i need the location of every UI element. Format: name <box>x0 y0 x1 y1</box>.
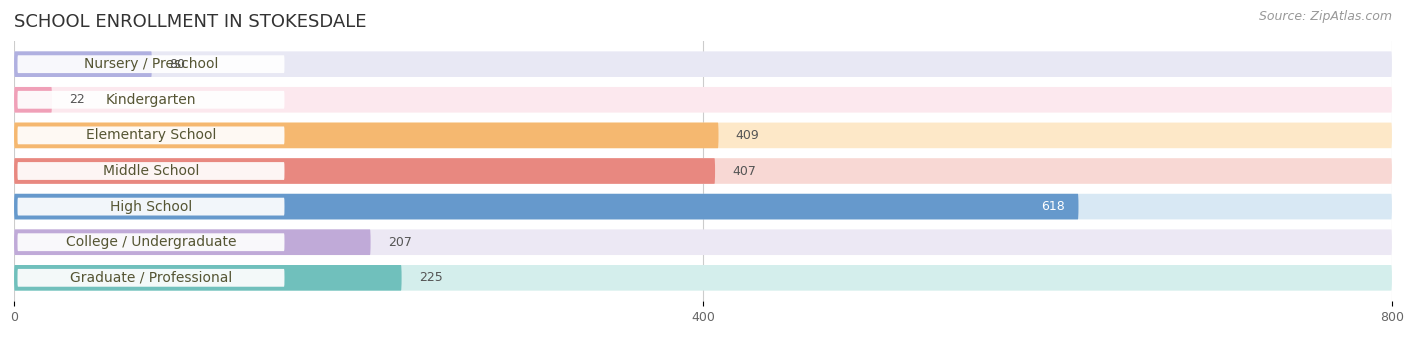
FancyBboxPatch shape <box>14 158 1392 184</box>
FancyBboxPatch shape <box>14 229 371 255</box>
Text: 80: 80 <box>169 58 186 71</box>
FancyBboxPatch shape <box>14 51 152 77</box>
FancyBboxPatch shape <box>14 194 1392 220</box>
Text: 409: 409 <box>735 129 759 142</box>
Text: Kindergarten: Kindergarten <box>105 93 197 107</box>
Text: High School: High School <box>110 200 193 214</box>
FancyBboxPatch shape <box>17 91 284 109</box>
Text: Source: ZipAtlas.com: Source: ZipAtlas.com <box>1258 10 1392 23</box>
FancyBboxPatch shape <box>14 51 1392 77</box>
FancyBboxPatch shape <box>14 265 402 291</box>
FancyBboxPatch shape <box>17 55 284 73</box>
Text: 407: 407 <box>733 165 756 177</box>
FancyBboxPatch shape <box>14 87 1392 113</box>
FancyBboxPatch shape <box>17 233 284 251</box>
FancyBboxPatch shape <box>14 194 1078 220</box>
FancyBboxPatch shape <box>14 265 1392 291</box>
Text: 22: 22 <box>69 93 84 106</box>
Text: Graduate / Professional: Graduate / Professional <box>70 271 232 285</box>
Text: 225: 225 <box>419 271 443 284</box>
FancyBboxPatch shape <box>14 158 716 184</box>
Text: SCHOOL ENROLLMENT IN STOKESDALE: SCHOOL ENROLLMENT IN STOKESDALE <box>14 13 367 31</box>
FancyBboxPatch shape <box>17 198 284 215</box>
Text: 207: 207 <box>388 236 412 249</box>
Text: College / Undergraduate: College / Undergraduate <box>66 235 236 249</box>
FancyBboxPatch shape <box>17 162 284 180</box>
Text: Elementary School: Elementary School <box>86 128 217 142</box>
FancyBboxPatch shape <box>14 229 1392 255</box>
FancyBboxPatch shape <box>14 122 718 148</box>
FancyBboxPatch shape <box>17 269 284 287</box>
FancyBboxPatch shape <box>14 122 1392 148</box>
FancyBboxPatch shape <box>14 87 52 113</box>
Text: 618: 618 <box>1040 200 1064 213</box>
Text: Middle School: Middle School <box>103 164 200 178</box>
FancyBboxPatch shape <box>17 127 284 144</box>
Text: Nursery / Preschool: Nursery / Preschool <box>84 57 218 71</box>
